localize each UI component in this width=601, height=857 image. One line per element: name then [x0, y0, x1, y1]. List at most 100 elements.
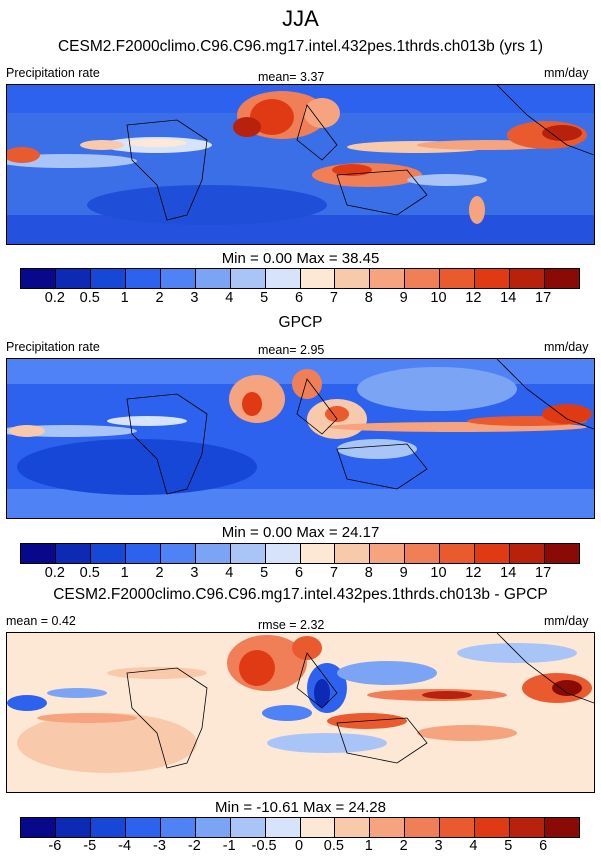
colorbar-tick-label: 0.2 — [44, 290, 65, 306]
colorbar-tick-label: -4 — [118, 838, 132, 854]
colorbar-tick-label: 1 — [364, 838, 373, 854]
colorbar-swatch — [90, 818, 126, 837]
colorbar-swatch — [405, 818, 441, 837]
colorbar-swatch — [21, 544, 56, 563]
colorbar-swatch — [335, 544, 371, 563]
colorbar-tick-label: 12 — [465, 290, 482, 306]
panel3-minmax: Min = -10.61 Max = 24.28 — [215, 799, 386, 816]
colorbar-tick-label: 17 — [535, 565, 552, 581]
colorbar-tick-label: 6 — [294, 565, 304, 581]
colorbar-swatch — [370, 544, 406, 563]
colorbar-tick-label: 14 — [500, 565, 517, 581]
colorbar-swatch — [90, 269, 126, 288]
colorbar-swatch — [510, 544, 546, 563]
panel2-units-label: mm/day — [544, 340, 589, 354]
colorbar-swatch — [405, 269, 441, 288]
colorbar-swatch — [335, 818, 371, 837]
panel1-mean-label: mean= 3.37 — [258, 70, 325, 84]
colorbar-tick-label: 8 — [364, 290, 373, 306]
colorbar-tick-label: 6 — [539, 838, 548, 854]
colorbar-swatch — [160, 269, 196, 288]
colorbar-tick-label: -1 — [222, 838, 236, 854]
colorbar-tick-label: 9 — [399, 290, 408, 306]
colorbar-swatch — [125, 269, 161, 288]
colorbar-tick-label: 17 — [535, 290, 552, 306]
panel1-units-label: mm/day — [544, 66, 589, 80]
colorbar-swatch — [21, 269, 56, 288]
panel3-units-label: mm/day — [544, 614, 589, 628]
season-title: JJA — [282, 6, 319, 31]
colorbar-tick-label: 7 — [329, 290, 338, 306]
colorbar-tick-label: 2 — [155, 290, 164, 306]
colorbar-tick-label: -2 — [187, 838, 201, 854]
colorbar-tick-label: 10 — [430, 290, 447, 306]
colorbar-swatch — [265, 818, 301, 837]
colorbar-swatch — [195, 269, 231, 288]
colorbar-tick-label: 14 — [500, 290, 517, 306]
colorbar-tick-label: 3 — [434, 838, 443, 854]
panel2-variable-label: Precipitation rate — [6, 340, 100, 354]
colorbar-tick-label: 8 — [364, 565, 373, 581]
colorbar-tick-label: 12 — [465, 565, 482, 581]
colorbar-tick-label: 0.5 — [79, 290, 100, 306]
colorbar-tick-label: 0 — [294, 838, 304, 854]
colorbar-tick-label: 2 — [399, 838, 408, 854]
colorbar-swatch — [265, 544, 301, 563]
panel3-difference-map — [6, 632, 595, 793]
colorbar-swatch — [125, 544, 161, 563]
colorbar-tick-label: -0.5 — [251, 838, 277, 854]
panel1-colorbar — [20, 268, 580, 289]
colorbar-swatch — [265, 269, 301, 288]
panel3-colorbar — [20, 817, 580, 838]
colorbar-swatch — [335, 269, 371, 288]
colorbar-swatch — [55, 269, 91, 288]
colorbar-swatch — [475, 818, 511, 837]
panel2-colorbar-ticks: 0.2 0.5 1 2 3 4 5 6 7 8 9 10 12 14 17 — [20, 565, 578, 581]
colorbar-tick-label: 10 — [430, 565, 447, 581]
colorbar-swatch — [160, 544, 196, 563]
colorbar-swatch — [300, 544, 336, 563]
panel2-mean-label: mean= 2.95 — [258, 343, 325, 357]
colorbar-swatch — [160, 818, 196, 837]
colorbar-swatch — [370, 818, 406, 837]
colorbar-swatch — [545, 544, 579, 563]
panel1-model-map — [6, 84, 595, 245]
colorbar-tick-label: 4 — [225, 290, 234, 306]
colorbar-tick-label: -5 — [83, 838, 97, 854]
colorbar-swatch — [440, 269, 476, 288]
colorbar-tick-label: 4 — [225, 565, 234, 581]
colorbar-tick-label: 5 — [504, 838, 513, 854]
colorbar-swatch — [545, 269, 579, 288]
colorbar-tick-label: 7 — [329, 565, 338, 581]
colorbar-tick-label: 4 — [469, 838, 478, 854]
panel1-colorbar-ticks: 0.2 0.5 1 2 3 4 5 6 7 8 9 10 12 14 17 — [20, 290, 578, 306]
colorbar-tick-label: 1 — [120, 565, 129, 581]
colorbar-tick-label: 9 — [399, 565, 408, 581]
colorbar-tick-label: 5 — [260, 565, 269, 581]
colorbar-swatch — [230, 269, 266, 288]
colorbar-swatch — [545, 818, 579, 837]
colorbar-swatch — [195, 544, 231, 563]
colorbar-swatch — [440, 818, 476, 837]
panel1-title: CESM2.F2000climo.C96.C96.mg17.intel.432p… — [57, 38, 544, 55]
colorbar-tick-label: 0.2 — [44, 565, 65, 581]
colorbar-swatch — [230, 818, 266, 837]
colorbar-swatch — [300, 269, 336, 288]
panel2-minmax: Min = 0.00 Max = 24.17 — [221, 524, 380, 541]
panel3-mean-label: mean = 0.42 — [6, 614, 76, 628]
colorbar-tick-label: 5 — [260, 290, 269, 306]
panel1-variable-label: Precipitation rate — [6, 66, 100, 80]
colorbar-tick-label: 2 — [155, 565, 164, 581]
colorbar-swatch — [300, 818, 336, 837]
colorbar-tick-label: 0.5 — [79, 565, 100, 581]
colorbar-swatch — [230, 544, 266, 563]
colorbar-tick-label: 3 — [190, 290, 199, 306]
colorbar-tick-label: 3 — [190, 565, 199, 581]
colorbar-swatch — [510, 818, 546, 837]
colorbar-tick-label: 6 — [294, 290, 304, 306]
colorbar-swatch — [90, 544, 126, 563]
colorbar-swatch — [21, 818, 56, 837]
colorbar-swatch — [475, 544, 511, 563]
colorbar-swatch — [440, 544, 476, 563]
colorbar-swatch — [195, 818, 231, 837]
